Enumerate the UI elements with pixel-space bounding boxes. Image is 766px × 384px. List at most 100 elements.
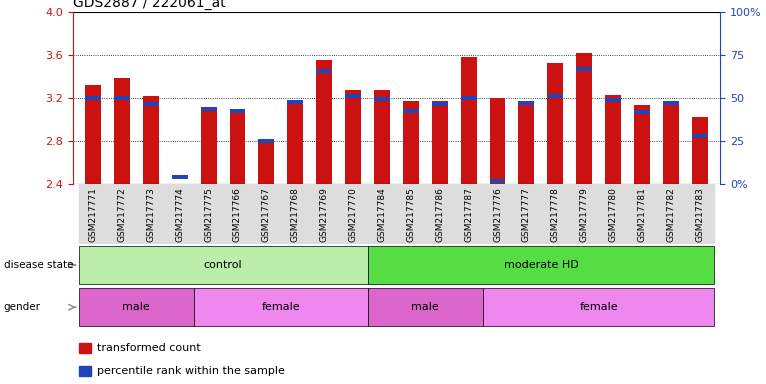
Bar	[599, 184, 627, 244]
Bar	[345, 90, 361, 184]
Bar	[576, 67, 592, 71]
Text: GSM217769: GSM217769	[319, 187, 329, 242]
Text: male: male	[123, 302, 150, 312]
Bar	[605, 98, 621, 102]
Bar	[230, 109, 245, 113]
Bar	[686, 184, 714, 244]
Bar	[460, 96, 476, 100]
Bar	[172, 175, 188, 179]
Text: GSM217770: GSM217770	[349, 187, 358, 242]
Bar	[258, 139, 274, 184]
Bar	[627, 184, 656, 244]
Text: GSM217786: GSM217786	[435, 187, 444, 242]
Bar	[136, 184, 165, 244]
Bar	[79, 246, 368, 284]
Bar	[368, 246, 714, 284]
Bar	[194, 184, 223, 244]
Bar	[107, 184, 136, 244]
Text: transformed count: transformed count	[97, 343, 201, 353]
Text: GSM217778: GSM217778	[551, 187, 560, 242]
Bar	[316, 60, 332, 184]
Text: moderate HD: moderate HD	[503, 260, 578, 270]
Bar	[345, 94, 361, 98]
Bar	[432, 101, 447, 184]
Bar	[114, 96, 130, 100]
Text: female: female	[261, 302, 300, 312]
Bar	[548, 63, 563, 184]
Bar	[79, 366, 91, 376]
Bar	[142, 96, 159, 184]
Bar	[605, 95, 621, 184]
Text: GSM217771: GSM217771	[89, 187, 97, 242]
Bar	[287, 100, 303, 104]
Text: GSM217766: GSM217766	[233, 187, 242, 242]
Bar	[634, 110, 650, 114]
Text: GSM217787: GSM217787	[464, 187, 473, 242]
Bar	[548, 94, 563, 98]
Text: GSM217777: GSM217777	[522, 187, 531, 242]
Text: GSM217783: GSM217783	[696, 187, 704, 242]
Text: GDS2887 / 222061_at: GDS2887 / 222061_at	[73, 0, 225, 10]
Bar	[460, 57, 476, 184]
Bar	[309, 184, 339, 244]
Text: GSM217767: GSM217767	[262, 187, 271, 242]
Text: GSM217780: GSM217780	[609, 187, 617, 242]
Bar	[230, 109, 245, 184]
Bar	[201, 107, 217, 111]
Bar	[541, 184, 570, 244]
Bar	[432, 103, 447, 106]
Text: GSM217772: GSM217772	[117, 187, 126, 242]
Bar	[339, 184, 368, 244]
Bar	[316, 69, 332, 73]
Bar	[454, 184, 483, 244]
Bar	[519, 101, 535, 105]
Bar	[79, 184, 107, 244]
Text: gender: gender	[4, 302, 41, 312]
Bar	[85, 96, 101, 100]
Bar	[194, 288, 368, 326]
Bar	[79, 343, 91, 353]
Text: GSM217775: GSM217775	[204, 187, 213, 242]
Text: GSM217782: GSM217782	[666, 187, 676, 242]
Text: GSM217779: GSM217779	[580, 187, 589, 242]
Bar	[489, 179, 506, 183]
Bar	[663, 101, 679, 184]
Bar	[258, 139, 274, 143]
Bar	[165, 184, 194, 244]
Text: GSM217773: GSM217773	[146, 187, 155, 242]
Text: disease state: disease state	[4, 260, 74, 270]
Bar	[368, 288, 483, 326]
Bar	[142, 103, 159, 106]
Bar	[85, 85, 101, 184]
Text: female: female	[579, 302, 618, 312]
Bar	[223, 184, 252, 244]
Bar	[403, 109, 419, 113]
Bar	[79, 288, 194, 326]
Text: male: male	[411, 302, 439, 312]
Bar	[374, 90, 390, 184]
Bar	[489, 98, 506, 184]
Bar	[201, 107, 217, 184]
Bar	[656, 184, 686, 244]
Bar	[576, 53, 592, 184]
Bar	[519, 101, 535, 184]
Text: control: control	[204, 260, 242, 270]
Bar	[281, 184, 309, 244]
Bar	[663, 101, 679, 105]
Bar	[570, 184, 599, 244]
Text: GSM217768: GSM217768	[291, 187, 300, 242]
Bar	[368, 184, 397, 244]
Bar	[397, 184, 425, 244]
Bar	[287, 101, 303, 184]
Bar	[483, 288, 714, 326]
Bar	[512, 184, 541, 244]
Text: GSM217781: GSM217781	[637, 187, 647, 242]
Bar	[483, 184, 512, 244]
Text: GSM217776: GSM217776	[493, 187, 502, 242]
Bar	[425, 184, 454, 244]
Bar	[114, 78, 130, 184]
Bar	[692, 134, 708, 137]
Text: GSM217785: GSM217785	[406, 187, 415, 242]
Bar	[692, 118, 708, 184]
Bar	[252, 184, 281, 244]
